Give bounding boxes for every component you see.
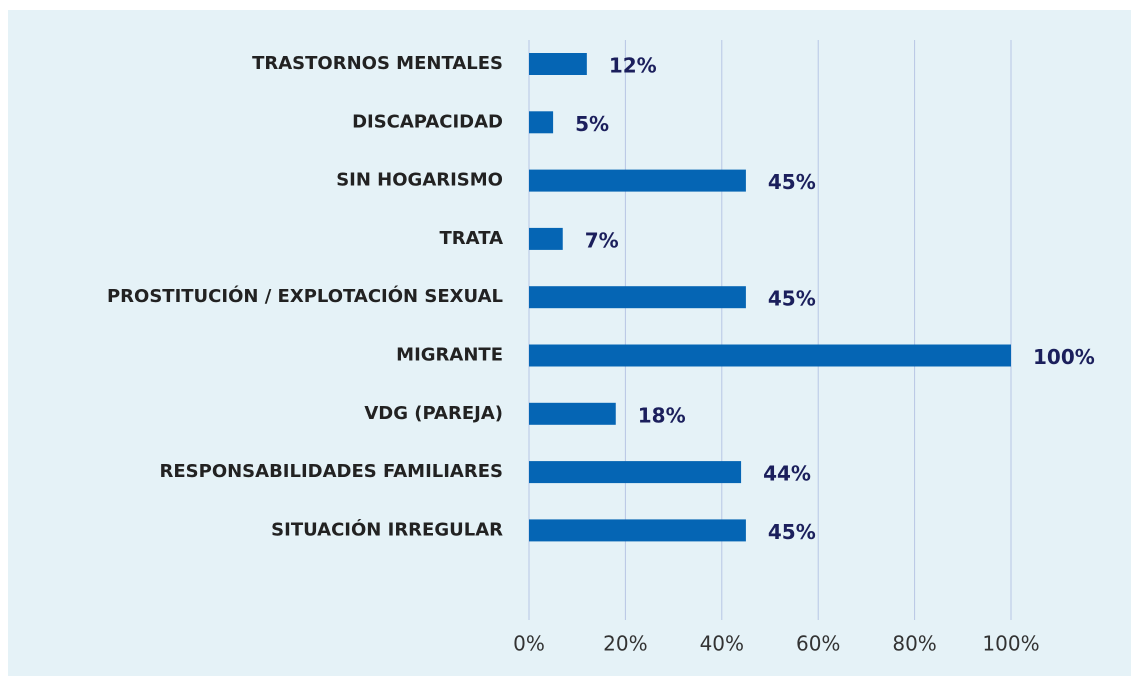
bar bbox=[529, 169, 746, 192]
bar bbox=[529, 402, 616, 425]
value-label: 12% bbox=[609, 54, 657, 78]
value-label: 18% bbox=[638, 403, 686, 427]
value-label: 7% bbox=[585, 228, 619, 252]
x-tick-label: 40% bbox=[700, 632, 744, 656]
bar bbox=[529, 111, 554, 134]
bar bbox=[529, 286, 746, 309]
x-tick-label: 100% bbox=[982, 632, 1039, 656]
y-tick-label: TRATA bbox=[440, 228, 504, 249]
value-label: 45% bbox=[768, 170, 816, 194]
x-tick-label: 60% bbox=[796, 632, 840, 656]
bar bbox=[529, 461, 742, 484]
value-label: 45% bbox=[768, 287, 816, 311]
y-tick-label: PROSTITUCIÓN / EXPLOTACIÓN SEXUAL bbox=[107, 285, 503, 307]
bar bbox=[529, 227, 563, 250]
value-label: 100% bbox=[1033, 345, 1095, 369]
y-tick-label: VDG (PAREJA) bbox=[364, 403, 503, 424]
y-tick-label: TRASTORNOS MENTALES bbox=[252, 53, 503, 74]
y-tick-label: SITUACIÓN IRREGULAR bbox=[271, 518, 503, 540]
y-tick-label: RESPONSABILIDADES FAMILIARES bbox=[160, 461, 504, 482]
y-tick-label: SIN HOGARISMO bbox=[336, 170, 503, 191]
x-tick-label: 20% bbox=[603, 632, 647, 656]
bar bbox=[529, 519, 746, 542]
x-tick-label: 0% bbox=[513, 632, 545, 656]
y-tick-label: DISCAPACIDAD bbox=[352, 111, 503, 132]
value-label: 5% bbox=[575, 112, 609, 136]
chart-background bbox=[8, 10, 1131, 676]
bar bbox=[529, 53, 587, 75]
x-tick-label: 80% bbox=[892, 632, 936, 656]
bar bbox=[529, 344, 1011, 367]
y-tick-label: MIGRANTE bbox=[396, 345, 503, 366]
value-label: 44% bbox=[763, 462, 811, 486]
value-label: 45% bbox=[768, 520, 816, 544]
